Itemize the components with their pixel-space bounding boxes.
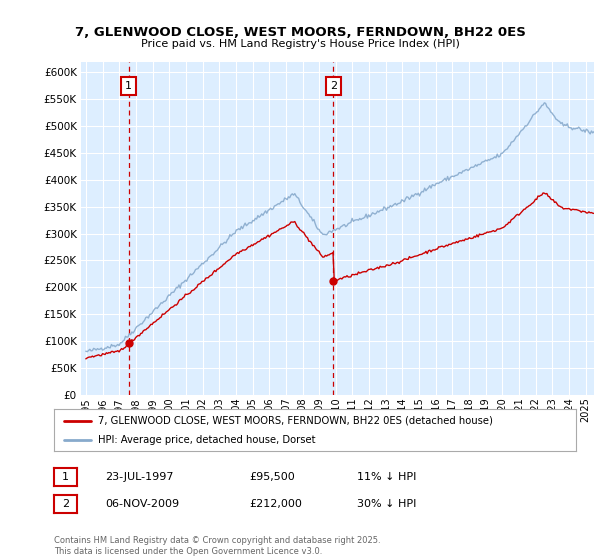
Text: 2: 2: [62, 499, 69, 509]
Text: Contains HM Land Registry data © Crown copyright and database right 2025.
This d: Contains HM Land Registry data © Crown c…: [54, 536, 380, 556]
Text: £95,500: £95,500: [249, 472, 295, 482]
Text: 30% ↓ HPI: 30% ↓ HPI: [357, 499, 416, 509]
Text: Price paid vs. HM Land Registry's House Price Index (HPI): Price paid vs. HM Land Registry's House …: [140, 39, 460, 49]
Text: 06-NOV-2009: 06-NOV-2009: [105, 499, 179, 509]
Text: 23-JUL-1997: 23-JUL-1997: [105, 472, 173, 482]
Text: HPI: Average price, detached house, Dorset: HPI: Average price, detached house, Dors…: [98, 435, 316, 445]
Text: 7, GLENWOOD CLOSE, WEST MOORS, FERNDOWN, BH22 0ES (detached house): 7, GLENWOOD CLOSE, WEST MOORS, FERNDOWN,…: [98, 416, 493, 426]
Text: 1: 1: [125, 81, 132, 91]
Text: 1: 1: [62, 472, 69, 482]
Text: 7, GLENWOOD CLOSE, WEST MOORS, FERNDOWN, BH22 0ES: 7, GLENWOOD CLOSE, WEST MOORS, FERNDOWN,…: [74, 26, 526, 39]
Text: 2: 2: [330, 81, 337, 91]
Text: 11% ↓ HPI: 11% ↓ HPI: [357, 472, 416, 482]
Text: £212,000: £212,000: [249, 499, 302, 509]
